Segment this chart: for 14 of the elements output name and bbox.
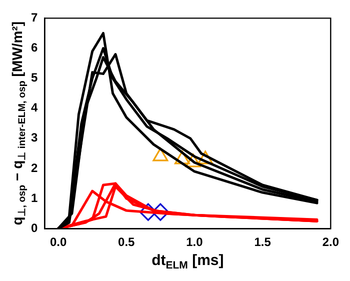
x-tick-label: 1.5 (254, 235, 272, 250)
y-tick-label: 5 (30, 70, 38, 85)
x-tick-label: 2.0 (322, 235, 340, 250)
y-tick-label: 6 (30, 40, 38, 55)
y-tick-label: 1 (30, 190, 38, 205)
y-tick-label: 2 (30, 160, 38, 175)
y-tick-label: 3 (30, 130, 38, 145)
y-tick-label: 7 (30, 10, 38, 25)
y-axis-title: q⊥, osp − q⊥ inter-ELM, osp [MW/m²] (8, 22, 28, 226)
y-tick-label: 0 (30, 220, 38, 235)
x-tick-label: 1.0 (186, 235, 204, 250)
y-tick-label: 4 (30, 100, 38, 115)
x-tick-label: 0.5 (118, 235, 136, 250)
x-tick-label: 0.0 (50, 235, 67, 250)
